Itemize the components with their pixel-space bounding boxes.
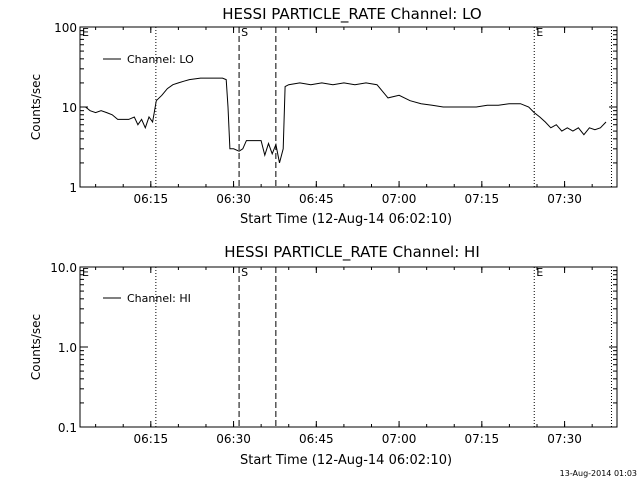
panel-lo-x-ticks: 06:15 06:30 06:45 07:00 07:15 07:30 xyxy=(95,27,593,206)
x-tick-label: 07:15 xyxy=(465,432,500,446)
x-tick-label: 07:30 xyxy=(547,192,582,206)
time-marker-label: E xyxy=(82,26,89,39)
panel-lo-legend: Channel: LO xyxy=(103,53,194,66)
time-marker-label: E xyxy=(536,26,543,39)
x-tick-label: 07:00 xyxy=(382,432,417,446)
y-tick-label: 10.0 xyxy=(50,261,77,275)
panel-hi-title: HESSI PARTICLE_RATE Channel: HI xyxy=(224,243,480,262)
time-marker-label: E xyxy=(82,266,89,279)
panel-lo: HESSI PARTICLE_RATE Channel: LO E S E 06:1… xyxy=(29,5,618,227)
time-marker-label: S xyxy=(241,26,248,39)
x-tick-label: 06:15 xyxy=(134,432,169,446)
x-tick-label: 06:30 xyxy=(216,192,251,206)
x-tick-label: 06:15 xyxy=(134,192,169,206)
x-tick-label: 07:00 xyxy=(382,192,417,206)
time-marker-label: S xyxy=(241,266,248,279)
panel-lo-ylabel: Counts/sec xyxy=(29,74,43,140)
series-line xyxy=(80,77,607,164)
panel-lo-frame xyxy=(79,26,618,188)
y-tick-label: 1 xyxy=(69,181,77,195)
legend-label-hi: Channel: HI xyxy=(127,292,191,305)
panel-lo-y-ticks: 1 10 100 xyxy=(54,21,617,195)
panel-hi-legend: Channel: HI xyxy=(103,292,191,305)
panel-hi-ylabel: Counts/sec xyxy=(29,314,43,380)
panel-hi: HESSI PARTICLE_RATE Channel: HI E S E 06:1… xyxy=(29,243,618,468)
panel-hi-x-ticks: 06:15 06:30 06:45 07:00 07:15 07:30 xyxy=(95,267,593,446)
y-tick-label: 10 xyxy=(62,101,77,115)
panel-lo-title: HESSI PARTICLE_RATE Channel: LO xyxy=(222,5,481,24)
footer-timestamp: 13-Aug-2014 01:03 xyxy=(560,469,637,478)
x-tick-label: 07:15 xyxy=(465,192,500,206)
x-tick-label: 06:45 xyxy=(299,432,334,446)
legend-label-lo: Channel: LO xyxy=(127,53,194,66)
panel-lo-xlabel: Start Time (12-Aug-14 06:02:10) xyxy=(240,212,452,227)
time-marker-label: E xyxy=(536,266,543,279)
x-tick-label: 06:45 xyxy=(299,192,334,206)
panel-hi-xlabel: Start Time (12-Aug-14 06:02:10) xyxy=(240,453,452,468)
y-tick-label: 1.0 xyxy=(58,341,77,355)
x-tick-label: 07:30 xyxy=(547,432,582,446)
panel-lo-plot xyxy=(80,77,607,164)
y-tick-label: 0.1 xyxy=(58,421,77,435)
panel-hi-y-ticks: 0.1 1.0 10.0 xyxy=(50,261,617,435)
x-tick-label: 06:30 xyxy=(216,432,251,446)
y-tick-label: 100 xyxy=(54,21,77,35)
panel-hi-frame xyxy=(79,266,618,428)
